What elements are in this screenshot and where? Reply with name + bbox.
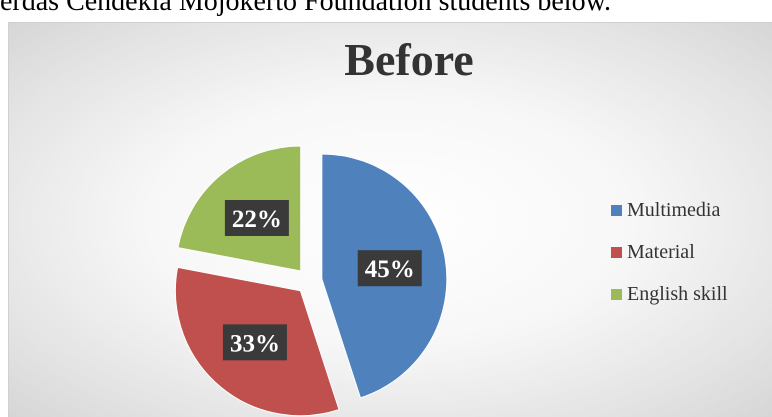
legend-swatch xyxy=(611,204,622,216)
data-label-text: 22% xyxy=(232,206,282,233)
data-label-box xyxy=(357,250,422,287)
legend-label: Multimedia xyxy=(627,198,721,221)
chart-title: Before xyxy=(344,34,474,85)
data-label-box xyxy=(222,324,287,361)
data-label-text: 45% xyxy=(365,256,415,283)
chart-area: Before 45% 33% 22% Multimedia Material Engli… xyxy=(8,22,772,417)
legend-item-english-skill: English skill xyxy=(611,282,728,305)
legend-swatch xyxy=(611,246,622,258)
data-label-text: 33% xyxy=(230,330,280,357)
legend-item-multimedia: Multimedia xyxy=(611,198,728,221)
chart-legend: Multimedia Material English skill xyxy=(611,198,728,327)
pie-chart: 45% 33% 22% xyxy=(174,145,448,417)
legend-swatch xyxy=(611,288,622,300)
legend-item-material: Material xyxy=(611,240,728,263)
legend-label: English skill xyxy=(627,282,728,305)
legend-label: Material xyxy=(627,240,695,263)
data-label-multimedia: 45% xyxy=(357,250,422,287)
data-label-english-skill: 22% xyxy=(224,200,289,237)
data-label-material: 33% xyxy=(222,324,287,361)
document-text-line: erdas Cendekia Mojokerto Foundation stud… xyxy=(0,0,611,17)
data-label-box xyxy=(224,200,289,237)
